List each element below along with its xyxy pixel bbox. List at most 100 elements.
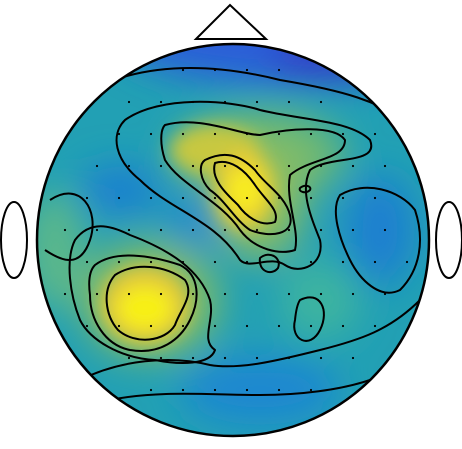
electrode-dot — [351, 292, 355, 296]
electrode-dot — [85, 324, 89, 328]
electrode-dot — [287, 164, 291, 168]
electrode-dot — [319, 356, 323, 360]
electrode-dot — [341, 132, 345, 136]
electrode-dot — [383, 164, 387, 168]
electrode-dot — [405, 260, 409, 264]
electrode-dot — [309, 260, 313, 264]
electrode-dot — [277, 68, 281, 72]
electrode-dot — [159, 164, 163, 168]
electrode-dot — [319, 228, 323, 232]
electrode-dot — [319, 164, 323, 168]
electrode-dot — [351, 228, 355, 232]
electrode-dot — [181, 132, 185, 136]
electrode-dot — [95, 292, 99, 296]
electrode-dot — [159, 292, 163, 296]
electrode-dot — [95, 164, 99, 168]
electrode-dot — [309, 324, 313, 328]
electrode-dot — [223, 356, 227, 360]
left-ear — [0, 201, 28, 279]
electrode-dot — [319, 100, 323, 104]
electrode-dot — [85, 196, 89, 200]
electrode-dot — [181, 388, 185, 392]
electrode-dot — [159, 100, 163, 104]
electrode-dot — [181, 260, 185, 264]
electrode-dot — [309, 132, 313, 136]
peaks — [100, 125, 275, 345]
electrode-dot — [277, 132, 281, 136]
electrode-dot — [255, 292, 259, 296]
scalp-map — [37, 44, 429, 436]
electrode-dot — [309, 196, 313, 200]
electrode-dot — [341, 260, 345, 264]
electrode-dot — [287, 228, 291, 232]
electrode-dot — [63, 292, 67, 296]
electrode-dot — [245, 68, 249, 72]
electrode-dot — [245, 324, 249, 328]
electrode-dot — [213, 132, 217, 136]
electrode-dot — [117, 324, 121, 328]
electrode-dot — [245, 196, 249, 200]
electrode-dot — [255, 100, 259, 104]
electrode-dot — [319, 292, 323, 296]
electrode-dot — [85, 260, 89, 264]
electrode-dot — [245, 388, 249, 392]
nose — [193, 3, 269, 40]
electrode-dot — [213, 324, 217, 328]
electrode-dot — [127, 100, 131, 104]
electrode-dot — [255, 164, 259, 168]
electrode-dot — [159, 228, 163, 232]
electrode-dot — [277, 260, 281, 264]
electrode-dot — [181, 196, 185, 200]
electrode-dot — [149, 388, 153, 392]
electrode-dot — [117, 132, 121, 136]
electrode-dot — [245, 132, 249, 136]
electrode-dot — [351, 164, 355, 168]
electrode-dot — [117, 260, 121, 264]
electrode-dot — [223, 164, 227, 168]
electrode-dot — [213, 196, 217, 200]
electrode-dot — [159, 356, 163, 360]
electrode-dot — [277, 196, 281, 200]
electrode-dot — [287, 356, 291, 360]
electrode-dot — [277, 388, 281, 392]
electrode-dot — [373, 260, 377, 264]
electrode-dot — [287, 100, 291, 104]
electrode-dot — [351, 356, 355, 360]
electrode-dot — [383, 292, 387, 296]
electrode-dot — [245, 260, 249, 264]
electrode-dot — [255, 356, 259, 360]
electrode-dot — [341, 324, 345, 328]
electrode-dot — [255, 228, 259, 232]
electrode-dot — [223, 100, 227, 104]
electrode-dot — [277, 324, 281, 328]
electrode-dot — [127, 356, 131, 360]
electrode-dot — [213, 388, 217, 392]
electrode-dot — [191, 228, 195, 232]
electrode-dot — [149, 260, 153, 264]
electrodes — [63, 68, 409, 392]
electrode-dot — [373, 132, 377, 136]
electrode-dot — [223, 292, 227, 296]
electrode-dot — [149, 196, 153, 200]
electrode-dot — [213, 260, 217, 264]
electrode-dot — [309, 388, 313, 392]
electrode-dot — [149, 132, 153, 136]
electrode-dot — [191, 100, 195, 104]
electrode-dot — [213, 68, 217, 72]
electrode-dot — [373, 196, 377, 200]
electrode-dot — [373, 324, 377, 328]
electrode-dot — [117, 196, 121, 200]
electrode-dot — [181, 68, 185, 72]
head-outline — [35, 42, 431, 438]
electrode-dot — [181, 324, 185, 328]
electrode-dot — [223, 228, 227, 232]
electrode-dot — [191, 356, 195, 360]
electrode-dot — [63, 228, 67, 232]
electrode-dot — [191, 292, 195, 296]
electrode-dot — [95, 228, 99, 232]
electrode-dot — [149, 324, 153, 328]
electrode-dot — [341, 196, 345, 200]
right-ear — [435, 201, 462, 279]
